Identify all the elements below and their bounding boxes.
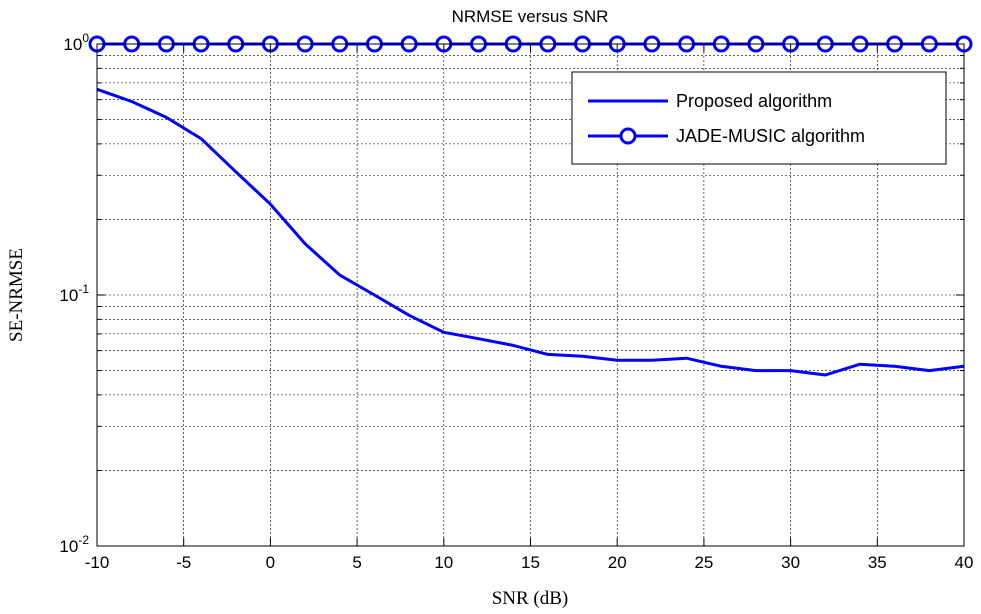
x-tick-label: 10: [434, 553, 453, 572]
x-tick-label: 15: [521, 553, 540, 572]
legend-label-jade: JADE-MUSIC algorithm: [676, 126, 865, 146]
x-tick-label: 25: [694, 553, 713, 572]
legend-marker-jade: [619, 127, 637, 145]
grid: [97, 44, 964, 546]
legend-label-proposed: Proposed algorithm: [676, 91, 832, 111]
y-tick-label: 100: [63, 31, 89, 54]
x-tick-label: 5: [352, 553, 361, 572]
legend-box: [571, 71, 947, 165]
x-tick-label: 35: [868, 553, 887, 572]
x-axis-label: SNR (dB): [492, 588, 569, 609]
legend: Proposed algorithm JADE-MUSIC algorithm: [571, 71, 947, 165]
y-axis-label: SE-NRMSE: [6, 248, 27, 342]
x-tick-label: 30: [781, 553, 800, 572]
chart-title: NRMSE versus SNR: [452, 7, 609, 26]
x-tick-label: -5: [176, 553, 191, 572]
x-tick-label: 0: [266, 553, 275, 572]
y-tick-labels: 10-2 10-1 100: [59, 31, 89, 556]
y-tick-label: 10-1: [59, 282, 89, 305]
series-line-proposed: [96, 87, 965, 377]
x-tick-label: 20: [608, 553, 627, 572]
x-tick-label: 40: [955, 553, 974, 572]
x-tick-label: -10: [85, 553, 110, 572]
tick-marks: [96, 44, 965, 547]
y-tick-label: 10-2: [59, 533, 89, 556]
x-tick-labels: -10 -5 0 5 10 15 20 25 30 35 40: [85, 553, 974, 572]
